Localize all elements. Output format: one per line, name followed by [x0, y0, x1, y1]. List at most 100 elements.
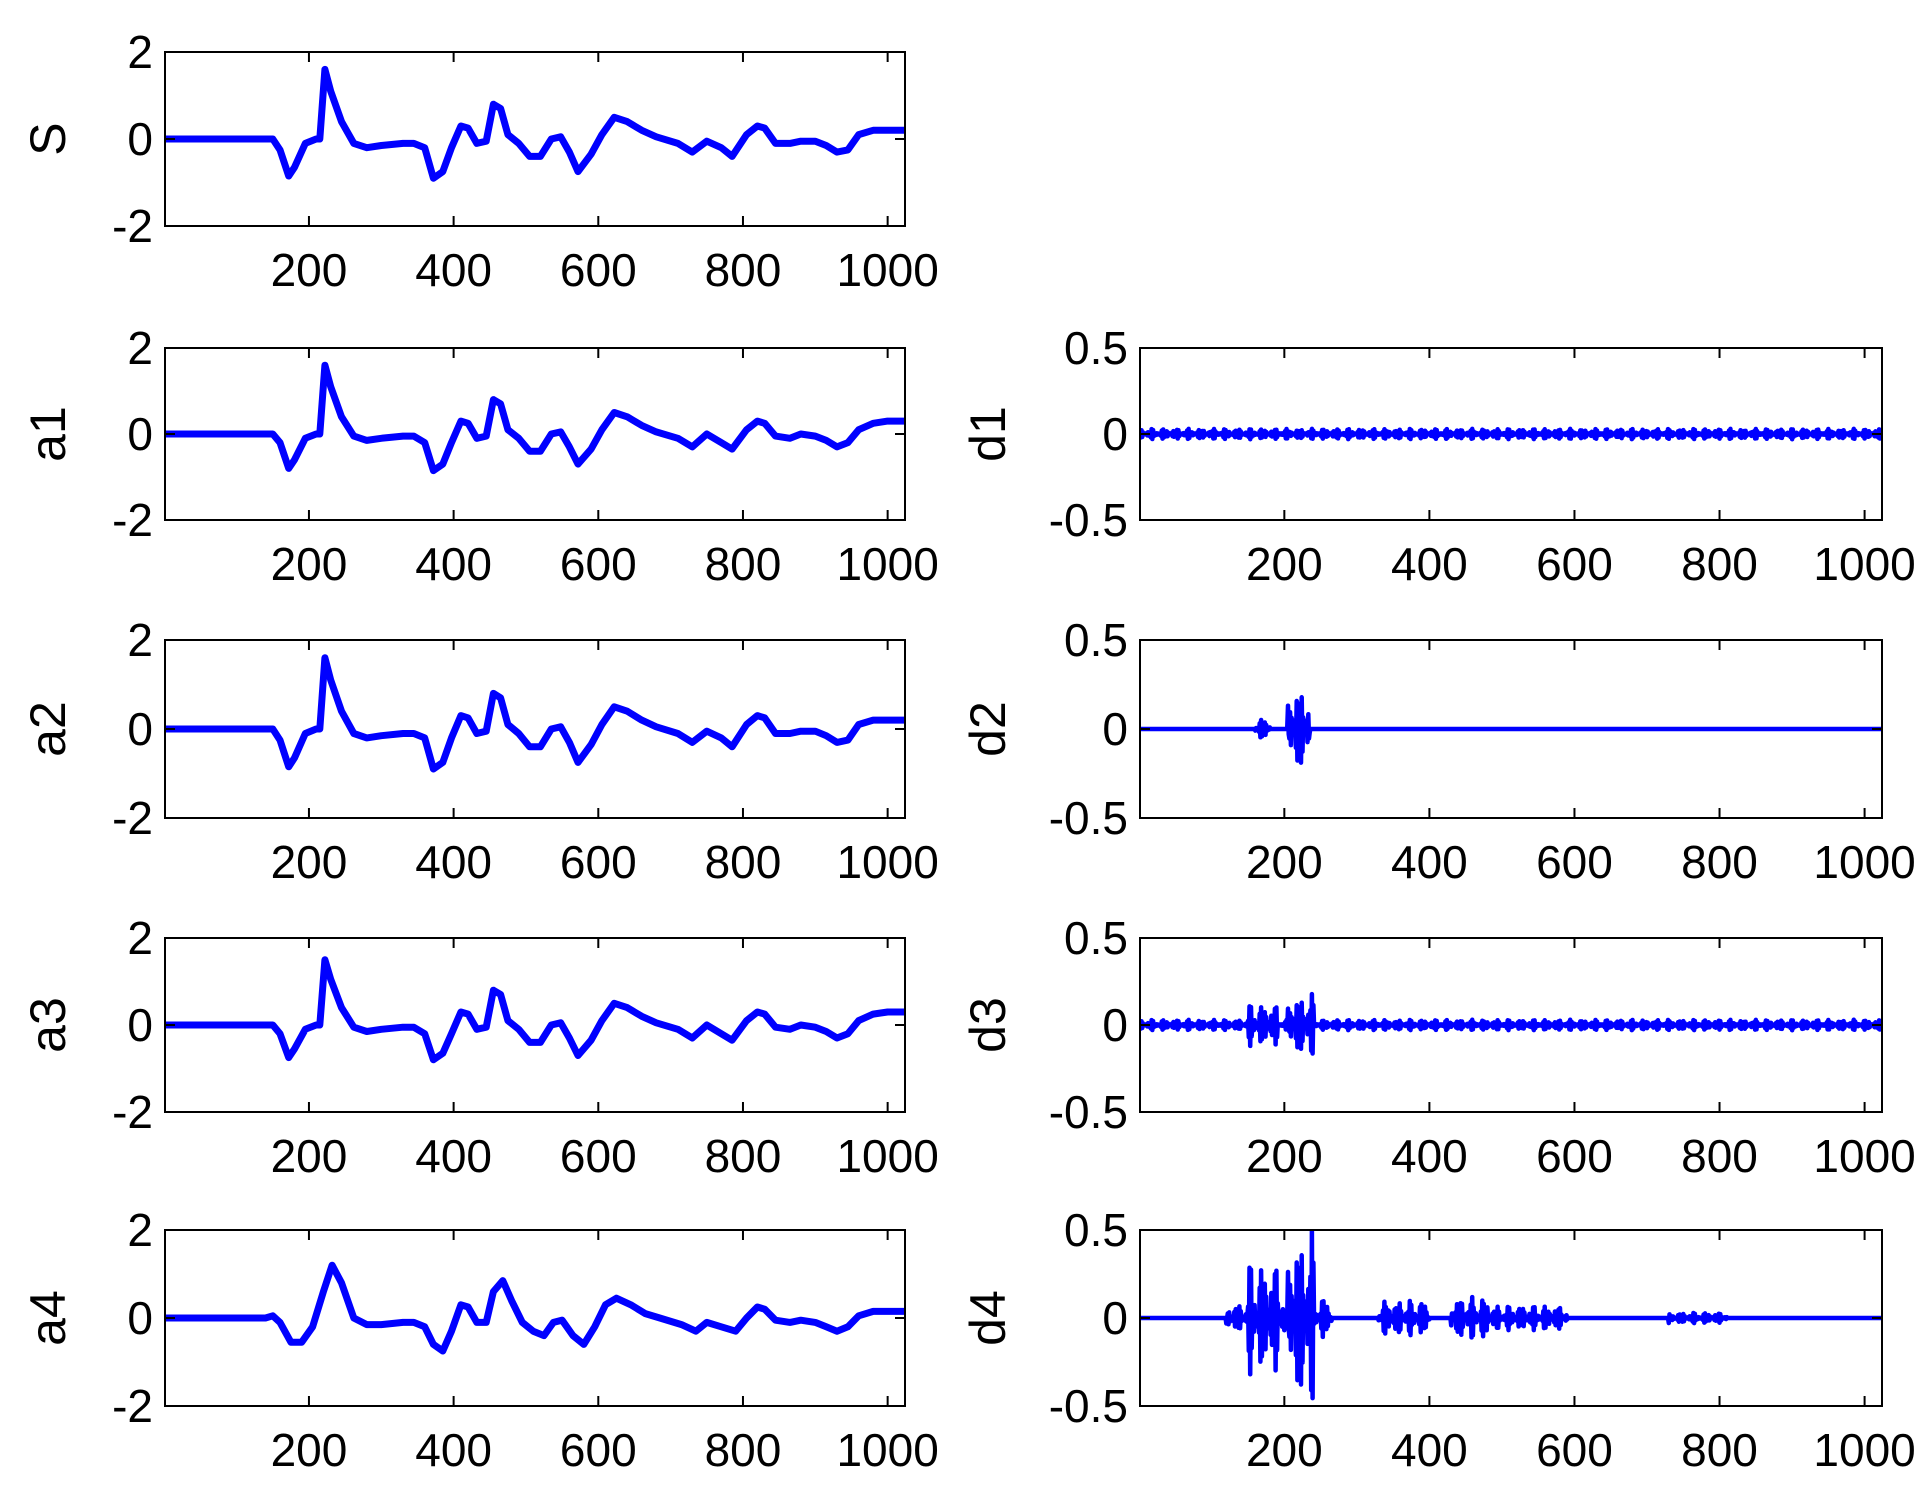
series-line-a1	[165, 361, 905, 475]
y-tick-label-a2-0: 2	[127, 614, 153, 666]
subplot-d4: 200 400 600 800 1000 0.5 0 -0.5 d4	[960, 1204, 1916, 1476]
x-tick-label-a4-2: 600	[560, 1424, 637, 1476]
x-tick-label-d1-2: 600	[1536, 538, 1613, 590]
subplot-d2: 200 400 600 800 1000 0.5 0 -0.5 d2	[960, 614, 1916, 888]
subplot-s: 200 400 600 800 1000 2 0 -2 S	[20, 26, 939, 296]
y-tick-label-d1-0: 0.5	[1064, 322, 1128, 374]
x-tick-label-a2-4: 1000	[836, 836, 938, 888]
y-tick-label-d4-1: 0	[1102, 1292, 1128, 1344]
y-tick-label-d3-0: 0.5	[1064, 912, 1128, 964]
y-axis-label-d2: d2	[960, 701, 1016, 757]
series-line-s	[165, 65, 905, 182]
y-tick-label-a2-2: -2	[112, 792, 153, 844]
x-tick-label-d3-2: 600	[1536, 1130, 1613, 1182]
y-tick-label-s-2: -2	[112, 200, 153, 252]
y-tick-label-d2-1: 0	[1102, 703, 1128, 755]
subplot-d3: 200 400 600 800 1000 0.5 0 -0.5 d3	[960, 912, 1916, 1182]
subplot-a3: 200 400 600 800 1000 2 0 -2 a3	[20, 912, 939, 1182]
x-tick-label-d1-1: 400	[1391, 538, 1468, 590]
series-line-d4	[1140, 1230, 1882, 1401]
x-tick-label-d4-4: 1000	[1813, 1424, 1915, 1476]
x-tick-label-d3-4: 1000	[1813, 1130, 1915, 1182]
y-tick-label-a3-0: 2	[127, 912, 153, 964]
x-tick-label-a1-3: 800	[705, 538, 782, 590]
x-tick-label-d4-1: 400	[1391, 1424, 1468, 1476]
x-tick-label-a2-3: 800	[705, 836, 782, 888]
y-tick-label-d1-2: -0.5	[1049, 494, 1128, 546]
x-tick-label-a1-2: 600	[560, 538, 637, 590]
y-tick-label-s-1: 0	[127, 113, 153, 165]
y-axis-label-a3: a3	[20, 997, 76, 1053]
x-tick-label-a3-4: 1000	[836, 1130, 938, 1182]
subplot-a2: 200 400 600 800 1000 2 0 -2 a2	[20, 614, 939, 888]
y-axis-label-a2: a2	[20, 701, 76, 757]
x-tick-label-d1-0: 200	[1246, 538, 1323, 590]
y-tick-label-a1-0: 2	[127, 322, 153, 374]
series-line-d2	[1140, 695, 1882, 765]
y-tick-label-a3-1: 0	[127, 999, 153, 1051]
x-tick-label-s-3: 800	[705, 244, 782, 296]
x-tick-label-a2-2: 600	[560, 836, 637, 888]
y-axis-label-s: S	[20, 122, 76, 155]
x-tick-label-a3-2: 600	[560, 1130, 637, 1182]
x-tick-label-d4-0: 200	[1246, 1424, 1323, 1476]
x-tick-label-a4-0: 200	[271, 1424, 348, 1476]
x-tick-label-a4-4: 1000	[836, 1424, 938, 1476]
x-tick-label-s-2: 600	[560, 244, 637, 296]
x-tick-label-d3-0: 200	[1246, 1130, 1323, 1182]
y-tick-label-d4-2: -0.5	[1049, 1380, 1128, 1432]
x-tick-label-s-0: 200	[271, 244, 348, 296]
y-tick-label-d1-1: 0	[1102, 408, 1128, 460]
x-tick-label-s-4: 1000	[836, 244, 938, 296]
y-axis-label-d3: d3	[960, 997, 1016, 1053]
x-tick-label-d2-2: 600	[1536, 836, 1613, 888]
y-tick-label-d3-1: 0	[1102, 999, 1128, 1051]
x-tick-label-a3-0: 200	[271, 1130, 348, 1182]
x-tick-label-d3-3: 800	[1681, 1130, 1758, 1182]
y-tick-label-d4-0: 0.5	[1064, 1204, 1128, 1256]
x-tick-label-d2-0: 200	[1246, 836, 1323, 888]
y-tick-label-a3-2: -2	[112, 1086, 153, 1138]
x-tick-label-d3-1: 400	[1391, 1130, 1468, 1182]
x-tick-label-d1-3: 800	[1681, 538, 1758, 590]
y-tick-label-a1-1: 0	[127, 408, 153, 460]
x-tick-label-a2-1: 400	[415, 836, 492, 888]
x-tick-label-s-1: 400	[415, 244, 492, 296]
y-tick-label-d3-2: -0.5	[1049, 1086, 1128, 1138]
x-tick-label-d1-4: 1000	[1813, 538, 1915, 590]
y-axis-label-a4: a4	[20, 1290, 76, 1346]
x-tick-label-d2-4: 1000	[1813, 836, 1915, 888]
y-axis-label-a1: a1	[20, 406, 76, 462]
x-tick-label-a1-4: 1000	[836, 538, 938, 590]
subplot-d1: 200 400 600 800 1000 0.5 0 -0.5 d1	[960, 322, 1916, 590]
y-tick-label-d2-0: 0.5	[1064, 614, 1128, 666]
series-line-d3	[1140, 991, 1882, 1056]
y-tick-label-a4-1: 0	[127, 1292, 153, 1344]
y-tick-label-s-0: 2	[127, 26, 153, 78]
x-tick-label-a2-0: 200	[271, 836, 348, 888]
y-axis-label-d4: d4	[960, 1290, 1016, 1346]
x-tick-label-a4-1: 400	[415, 1424, 492, 1476]
subplot-a4: 200 400 600 800 1000 2 0 -2 a4	[20, 1204, 939, 1476]
series-line-a4	[165, 1261, 905, 1355]
x-tick-label-d4-3: 800	[1681, 1424, 1758, 1476]
y-tick-label-a4-2: -2	[112, 1380, 153, 1432]
series-line-a3	[165, 956, 905, 1064]
subplot-a1: 200 400 600 800 1000 2 0 -2 a1	[20, 322, 939, 590]
x-tick-label-a1-1: 400	[415, 538, 492, 590]
x-tick-label-d2-3: 800	[1681, 836, 1758, 888]
x-tick-label-d4-2: 600	[1536, 1424, 1613, 1476]
series-line-d1	[1140, 426, 1882, 442]
x-tick-label-a3-1: 400	[415, 1130, 492, 1182]
y-tick-label-a1-2: -2	[112, 494, 153, 546]
y-tick-label-d2-2: -0.5	[1049, 792, 1128, 844]
y-axis-label-d1: d1	[960, 406, 1016, 462]
x-tick-label-a3-3: 800	[705, 1130, 782, 1182]
x-tick-label-d2-1: 400	[1391, 836, 1468, 888]
series-line-a2	[165, 654, 905, 773]
x-tick-label-a1-0: 200	[271, 538, 348, 590]
y-tick-label-a4-0: 2	[127, 1204, 153, 1256]
